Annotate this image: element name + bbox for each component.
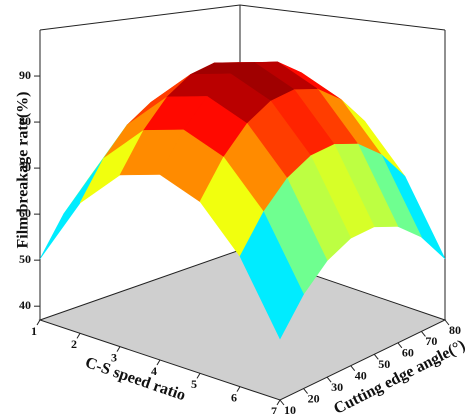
y-tick [397,342,403,349]
y-tick [421,331,426,337]
x-tick-label: 7 [271,404,277,414]
box-edge [239,4,446,31]
y-tick-label: 10 [284,403,296,414]
y-tick-label: 60 [402,346,414,360]
y-tick-label: 70 [425,334,437,348]
y-tick-label: 40 [355,368,367,382]
y-tick [303,388,308,394]
x-tick-label: 5 [191,377,197,391]
y-tick [326,376,332,383]
z-tick-label: 90 [19,68,31,82]
y-tick [279,399,285,406]
z-axis-title: Film breakage rate(%) [15,92,32,249]
y-tick [350,365,356,372]
x-tick [36,319,41,326]
x-tick-label: 3 [111,350,117,364]
z-tick-label: 40 [19,298,31,312]
x-tick [116,346,121,352]
z-tick-label: 50 [19,252,31,266]
surface-patch [239,211,304,340]
x-tick-label: 2 [71,337,77,351]
x-tick [236,386,241,392]
y-tick-label: 80 [449,323,461,337]
y-tick [444,319,450,326]
box-edge [39,4,241,31]
x-tick [276,399,281,406]
y-tick-label: 20 [308,391,320,405]
x-tick [196,373,201,379]
y-tick-label: 30 [331,380,343,394]
x-tick [76,333,81,339]
surface-patch [39,158,104,259]
z-tick-label: 70 [19,160,31,174]
z-tick-label: 60 [19,206,31,220]
x-tick-label: 6 [231,390,237,404]
x-tick-label: 1 [31,324,37,338]
y-tick [373,353,379,360]
x-tick [156,359,161,366]
x-tick-label: 4 [151,364,157,378]
z-tick-label: 80 [19,114,31,128]
y-tick-label: 50 [378,357,390,371]
